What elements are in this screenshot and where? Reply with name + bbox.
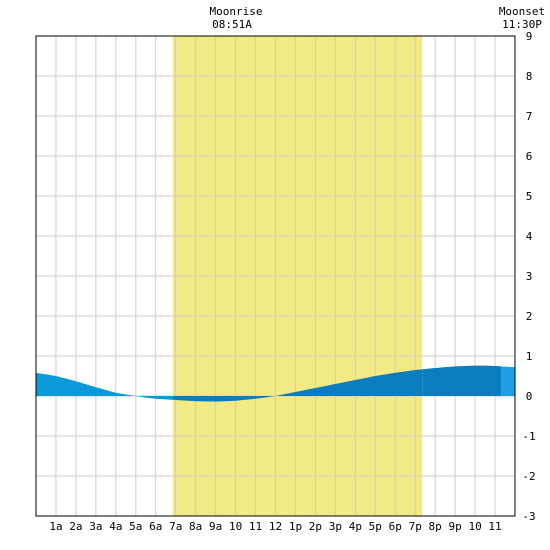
tide-area-daylight bbox=[172, 369, 423, 402]
x-tick-label: 6p bbox=[389, 520, 402, 533]
x-tick-label: 1p bbox=[289, 520, 302, 533]
x-tick-label: 10 bbox=[229, 520, 242, 533]
y-tick-label: -3 bbox=[522, 510, 535, 523]
x-tick-label: 9a bbox=[209, 520, 222, 533]
x-tick-label: 10 bbox=[468, 520, 481, 533]
tide-area-evening bbox=[422, 365, 502, 396]
x-tick-label: 5a bbox=[129, 520, 142, 533]
x-tick-label: 3p bbox=[329, 520, 342, 533]
y-tick-label: 5 bbox=[526, 190, 533, 203]
x-tick-label: 8a bbox=[189, 520, 202, 533]
x-tick-label: 4p bbox=[349, 520, 362, 533]
x-tick-label: 7a bbox=[169, 520, 182, 533]
plot-frame bbox=[35, 35, 516, 517]
y-tick-label: 2 bbox=[526, 310, 533, 323]
y-tick-label: 4 bbox=[526, 230, 533, 243]
x-tick-label: 7p bbox=[409, 520, 422, 533]
moonrise-label: Moonrise bbox=[210, 5, 263, 18]
x-tick-label: 2p bbox=[309, 520, 322, 533]
x-tick-label: 2a bbox=[69, 520, 82, 533]
x-tick-label: 5p bbox=[369, 520, 382, 533]
x-tick-label: 1a bbox=[49, 520, 62, 533]
y-tick-label: 6 bbox=[526, 150, 533, 163]
tide-area-late-night bbox=[501, 366, 515, 396]
y-tick-label: 1 bbox=[526, 350, 533, 363]
moonset-time: 11:30P bbox=[502, 18, 542, 31]
y-tick-label: 9 bbox=[526, 30, 533, 43]
moonrise-time: 08:51A bbox=[212, 18, 252, 31]
tide-area-night-morning bbox=[36, 372, 173, 400]
y-tick-label: 3 bbox=[526, 270, 533, 283]
y-tick-label: -1 bbox=[522, 430, 535, 443]
x-tick-label: 9p bbox=[449, 520, 462, 533]
x-tick-label: 11 bbox=[488, 520, 501, 533]
y-tick-label: 0 bbox=[526, 390, 533, 403]
y-tick-label: 7 bbox=[526, 110, 533, 123]
y-tick-label: -2 bbox=[522, 470, 535, 483]
x-tick-label: 6a bbox=[149, 520, 162, 533]
x-tick-label: 12 bbox=[269, 520, 282, 533]
y-tick-label: 8 bbox=[526, 70, 533, 83]
moonset-label: Moonset bbox=[499, 5, 545, 18]
x-tick-label: 8p bbox=[429, 520, 442, 533]
x-tick-label: 11 bbox=[249, 520, 262, 533]
x-tick-label: 3a bbox=[89, 520, 102, 533]
x-tick-label: 4a bbox=[109, 520, 122, 533]
